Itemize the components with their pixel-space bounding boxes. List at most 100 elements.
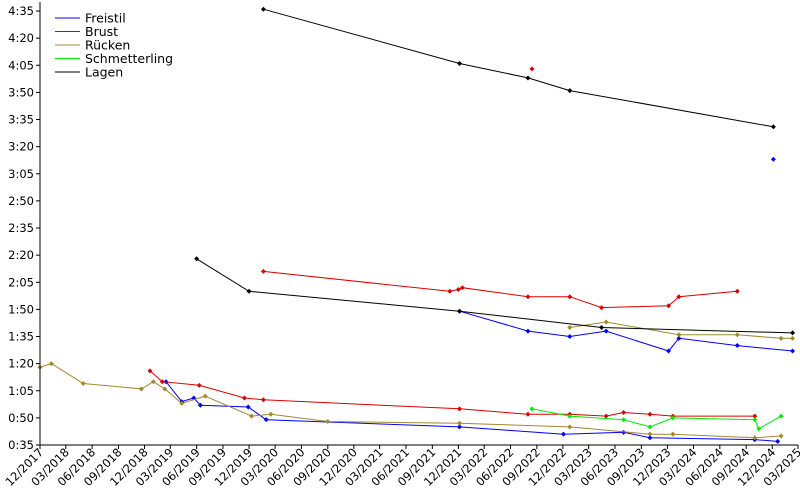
y-tick-label: 2:05 bbox=[8, 275, 34, 289]
data-point bbox=[260, 268, 266, 274]
y-tick-label: 3:05 bbox=[8, 167, 34, 181]
data-point bbox=[647, 411, 653, 417]
data-point bbox=[268, 411, 274, 417]
data-point bbox=[770, 124, 776, 130]
legend-label: Rücken bbox=[85, 38, 130, 53]
data-point bbox=[457, 406, 463, 412]
data-point bbox=[455, 286, 461, 292]
data-point bbox=[778, 413, 784, 419]
data-point bbox=[150, 379, 156, 385]
series-rücken bbox=[37, 319, 796, 441]
data-point bbox=[670, 415, 676, 421]
data-point bbox=[138, 386, 144, 392]
data-point bbox=[567, 424, 573, 430]
data-point bbox=[260, 6, 266, 12]
data-point bbox=[790, 348, 796, 354]
data-point bbox=[734, 343, 740, 349]
data-point bbox=[263, 417, 269, 423]
y-tick-label: 1:20 bbox=[8, 357, 34, 371]
data-point bbox=[457, 424, 463, 430]
data-point bbox=[194, 256, 200, 262]
data-point bbox=[621, 429, 627, 435]
data-point bbox=[647, 435, 653, 441]
legend-label: Freistil bbox=[85, 11, 126, 26]
data-point bbox=[603, 328, 609, 334]
data-point bbox=[676, 332, 682, 338]
data-point bbox=[752, 413, 758, 419]
data-point bbox=[80, 381, 86, 387]
y-tick-label: 2:50 bbox=[8, 194, 34, 208]
data-point bbox=[525, 411, 531, 417]
data-point bbox=[752, 417, 758, 423]
data-point bbox=[147, 368, 153, 374]
data-point bbox=[525, 294, 531, 300]
y-tick-label: 1:35 bbox=[8, 330, 34, 344]
y-tick-label: 4:35 bbox=[8, 4, 34, 18]
data-point bbox=[778, 433, 784, 439]
data-point bbox=[457, 420, 463, 426]
y-tick-label: 0:35 bbox=[8, 438, 34, 452]
data-point bbox=[197, 402, 203, 408]
data-point bbox=[48, 361, 54, 367]
series-line bbox=[165, 381, 778, 442]
y-axis-ticks: 0:35 0:50 1:05 1:20 1:35 1:50 2:05 2:20 2:35 2:50… bbox=[8, 4, 40, 452]
data-point bbox=[162, 386, 168, 392]
series-freistil bbox=[163, 156, 796, 444]
data-point bbox=[621, 417, 627, 423]
data-point bbox=[567, 88, 573, 94]
data-point bbox=[756, 426, 762, 432]
data-point bbox=[325, 418, 331, 424]
data-point bbox=[560, 431, 566, 437]
data-point bbox=[567, 294, 573, 300]
series-brust bbox=[147, 66, 758, 419]
data-point bbox=[666, 348, 672, 354]
series-line bbox=[263, 270, 738, 309]
data-point bbox=[249, 413, 255, 419]
data-point bbox=[752, 435, 758, 441]
data-point bbox=[529, 66, 535, 72]
y-tick-label: 3:50 bbox=[8, 85, 34, 99]
series-lagen bbox=[194, 6, 796, 336]
data-point bbox=[245, 404, 251, 410]
data-point bbox=[666, 303, 672, 309]
y-tick-label: 2:35 bbox=[8, 221, 34, 235]
y-tick-label: 2:20 bbox=[8, 248, 34, 262]
y-tick-label: 0:50 bbox=[8, 411, 34, 425]
series-layer bbox=[37, 6, 796, 444]
data-point bbox=[459, 285, 465, 291]
data-point bbox=[567, 334, 573, 340]
data-point bbox=[676, 335, 682, 341]
data-point bbox=[599, 324, 605, 330]
legend-label: Brust bbox=[85, 24, 118, 39]
data-point bbox=[775, 438, 781, 444]
data-point bbox=[246, 288, 252, 294]
data-point bbox=[529, 406, 535, 412]
data-point bbox=[159, 379, 165, 385]
data-point bbox=[778, 335, 784, 341]
data-point bbox=[647, 431, 653, 437]
series-line bbox=[459, 310, 793, 352]
data-point bbox=[647, 424, 653, 430]
legend-label: Schmetterling bbox=[85, 51, 173, 66]
data-point bbox=[734, 288, 740, 294]
data-point bbox=[457, 308, 463, 314]
data-point bbox=[670, 431, 676, 437]
data-point bbox=[790, 330, 796, 336]
data-point bbox=[770, 156, 776, 162]
data-point bbox=[447, 288, 453, 294]
data-point bbox=[676, 294, 682, 300]
data-point bbox=[603, 319, 609, 325]
series-schmetterling bbox=[529, 406, 784, 432]
data-point bbox=[525, 75, 531, 81]
data-point bbox=[599, 305, 605, 311]
data-point bbox=[567, 324, 573, 330]
data-point bbox=[567, 413, 573, 419]
data-point bbox=[202, 393, 208, 399]
y-tick-label: 1:05 bbox=[8, 384, 34, 398]
legend-label: Lagen bbox=[85, 65, 123, 80]
data-point bbox=[525, 328, 531, 334]
y-tick-label: 1:50 bbox=[8, 302, 34, 316]
